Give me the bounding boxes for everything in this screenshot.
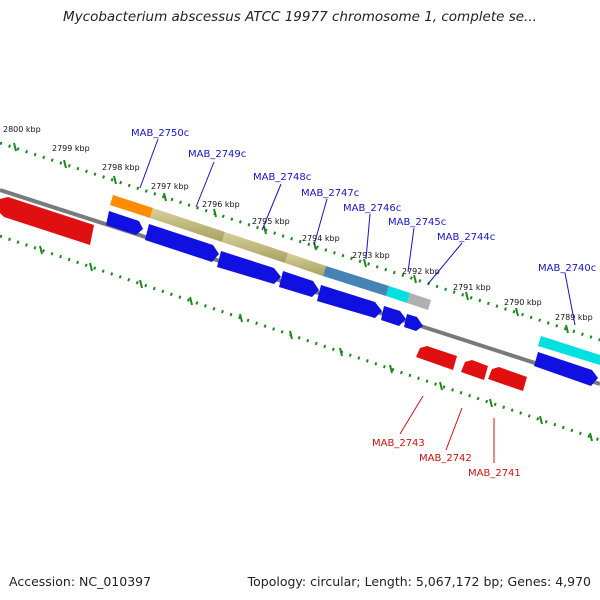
genome-summary-label: Topology: circular; Length: 5,067,172 bp… [247, 574, 591, 589]
inner-tick-ruler [0, 234, 600, 442]
kbp-label: 2793 kbp [352, 251, 390, 260]
cds-forward-arrow[interactable] [404, 314, 423, 331]
feature-khaki-2[interactable] [222, 232, 288, 263]
gene-label-mab-2748c[interactable]: MAB_2748c [253, 172, 311, 183]
major-tick [113, 175, 117, 185]
kbp-label: 2799 kbp [52, 144, 90, 153]
major-tick [39, 245, 43, 255]
major-tick [263, 225, 267, 235]
major-tick [565, 324, 569, 334]
major-tick [489, 398, 493, 408]
major-tick [439, 381, 443, 391]
major-tick [189, 296, 193, 306]
leader-line [427, 242, 463, 285]
cds-reverse-arrow[interactable] [0, 197, 94, 245]
cds-reverse-arrow[interactable] [488, 367, 527, 391]
cds-forward-arrow[interactable] [217, 251, 281, 284]
kbp-label: 2797 kbp [151, 182, 189, 191]
gene-label-mab-2741[interactable]: MAB_2741 [468, 468, 521, 479]
kbp-label: 2790 kbp [504, 298, 542, 307]
major-tick [413, 274, 417, 284]
cds-forward-arrow[interactable] [145, 224, 219, 262]
feature-cyan-right[interactable] [538, 336, 600, 365]
major-tick [213, 208, 217, 218]
major-tick [13, 142, 17, 152]
leader-line [407, 227, 415, 273]
major-tick [239, 313, 243, 323]
feature-khaki-3[interactable] [285, 253, 326, 276]
major-tick [539, 415, 543, 425]
major-tick [363, 258, 367, 268]
major-tick [289, 330, 293, 340]
feature-band [110, 195, 600, 365]
feature-cyan[interactable] [386, 286, 410, 303]
major-tick [589, 432, 593, 442]
outer-tick-ruler [0, 141, 600, 342]
leader-line [365, 213, 371, 260]
gene-label-mab-2740c[interactable]: MAB_2740c [538, 263, 596, 274]
cds-forward-arrow[interactable] [106, 211, 143, 235]
kbp-label: 2794 kbp [302, 234, 340, 243]
gene-label-mab-2749c[interactable]: MAB_2749c [188, 149, 246, 160]
forward-cds-track [106, 211, 598, 386]
gene-label-mab-2743[interactable]: MAB_2743 [372, 438, 425, 449]
feature-khaki-1[interactable] [150, 208, 225, 242]
gene-label-mab-2745c[interactable]: MAB_2745c [388, 217, 446, 228]
gene-label-mab-2746c[interactable]: MAB_2746c [343, 203, 401, 214]
kbp-label: 2792 kbp [402, 267, 440, 276]
kbp-label: 2796 kbp [202, 200, 240, 209]
feature-orange[interactable] [110, 195, 153, 218]
cds-forward-arrow[interactable] [279, 271, 319, 297]
reverse-gene-labels: MAB_2743 MAB_2742 MAB_2741 [372, 395, 521, 479]
major-tick [63, 159, 67, 169]
feature-steelblue[interactable] [323, 266, 389, 296]
gene-label-mab-2742[interactable]: MAB_2742 [419, 453, 472, 464]
major-tick [515, 307, 519, 317]
leader-line [399, 395, 424, 435]
kbp-label: 2798 kbp [102, 163, 140, 172]
accession-label: Accession: NC_010397 [9, 574, 152, 589]
gene-label-mab-2750c[interactable]: MAB_2750c [131, 128, 189, 139]
cds-forward-arrow[interactable] [381, 306, 406, 326]
kbp-label: 2791 kbp [453, 283, 491, 292]
cds-forward-arrow[interactable] [534, 352, 598, 386]
leader-line [261, 183, 282, 231]
reverse-cds-track [0, 197, 527, 391]
leader-line [313, 198, 328, 246]
major-tick [465, 291, 469, 301]
major-tick [339, 347, 343, 357]
feature-gray[interactable] [407, 293, 431, 310]
major-tick [139, 279, 143, 289]
cds-reverse-arrow[interactable] [416, 346, 457, 370]
major-tick [89, 262, 93, 272]
map-title: Mycobacterium abscessus ATCC 19977 chrom… [63, 9, 537, 25]
gene-label-mab-2744c[interactable]: MAB_2744c [437, 232, 495, 243]
leader-line [139, 138, 159, 189]
leader-line [195, 161, 215, 208]
cds-reverse-arrow[interactable] [461, 360, 488, 380]
cds-forward-arrow[interactable] [317, 285, 382, 318]
major-tick [389, 364, 393, 374]
gene-label-mab-2747c[interactable]: MAB_2747c [301, 188, 359, 199]
leader-line [445, 407, 463, 451]
major-tick [163, 192, 167, 202]
kbp-label: 2795 kbp [252, 217, 290, 226]
kbp-label: 2800 kbp [3, 125, 41, 134]
forward-gene-labels: MAB_2750c MAB_2749c MAB_2748c MAB_2747c … [131, 128, 596, 326]
leader-line [564, 272, 576, 326]
